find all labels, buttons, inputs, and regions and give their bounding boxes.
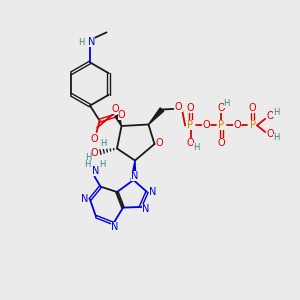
Text: O: O xyxy=(156,137,164,148)
Text: O: O xyxy=(267,129,274,140)
Text: H: H xyxy=(84,160,90,169)
Text: N: N xyxy=(88,37,95,47)
Text: H: H xyxy=(273,134,280,142)
Text: O: O xyxy=(118,110,125,120)
Text: O: O xyxy=(218,138,225,148)
Text: N: N xyxy=(92,166,99,176)
Text: P: P xyxy=(188,120,194,130)
Text: P: P xyxy=(250,120,256,130)
Text: O: O xyxy=(202,120,210,130)
Text: H: H xyxy=(99,160,106,169)
Text: O: O xyxy=(112,104,119,114)
Text: N: N xyxy=(111,222,118,232)
Text: H: H xyxy=(78,38,84,47)
Text: O: O xyxy=(218,103,225,113)
Polygon shape xyxy=(115,115,122,126)
Text: O: O xyxy=(267,111,274,122)
Text: P: P xyxy=(218,120,224,130)
Text: H: H xyxy=(224,99,230,108)
Text: H: H xyxy=(273,108,280,117)
Text: N: N xyxy=(131,171,139,182)
Text: H: H xyxy=(100,139,107,148)
Text: O: O xyxy=(175,102,183,112)
Text: O: O xyxy=(187,103,194,113)
Text: H: H xyxy=(85,153,91,162)
Text: O: O xyxy=(187,138,194,148)
Text: N: N xyxy=(81,194,88,205)
Text: O: O xyxy=(90,148,98,158)
Text: O: O xyxy=(90,134,98,144)
Text: O: O xyxy=(233,120,241,130)
Text: N: N xyxy=(142,204,149,214)
Text: N: N xyxy=(149,187,156,197)
Text: H: H xyxy=(193,143,199,152)
Polygon shape xyxy=(131,160,136,180)
Text: O: O xyxy=(249,103,256,113)
Polygon shape xyxy=(148,108,164,124)
